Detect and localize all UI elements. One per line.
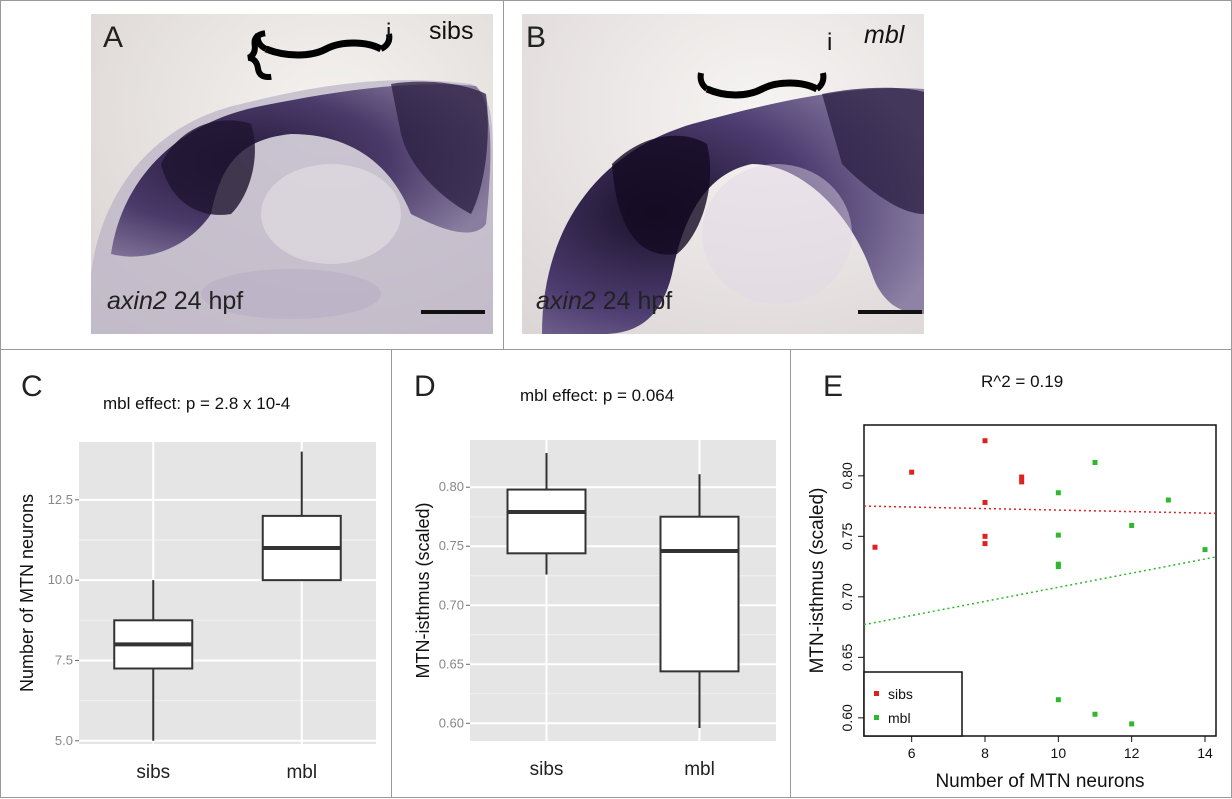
y-tick-label: 10.0	[48, 572, 73, 587]
panel-label-c: C	[21, 370, 43, 403]
scatterplot-e: 6 8 10 12 14 0.60 0.65 0.70 0.75 0.80 sibs mbl Numbe…	[807, 424, 1217, 792]
x-tick-label: 6	[908, 745, 916, 761]
point-mbl	[1202, 547, 1208, 553]
y-tick-label: 0.60	[839, 704, 855, 731]
panel-d: D mbl effect: p = 0.064 0.60 0.65 0.70 0.75…	[391, 349, 791, 798]
x-axis-label: Number of MTN neurons	[935, 771, 1144, 792]
legend-label-mbl: mbl	[888, 710, 911, 726]
embryo-stain-mbl	[522, 14, 924, 334]
x-tick-label: 12	[1124, 745, 1140, 761]
y-tick-label: 5.0	[55, 733, 73, 748]
y-tick-label: 0.75	[839, 522, 855, 549]
y-tick-label: 0.75	[439, 538, 464, 553]
point-sibs	[1019, 479, 1025, 485]
chart-title: mbl effect: p = 0.064	[520, 386, 675, 405]
point-mbl	[1055, 564, 1061, 570]
point-mbl	[1055, 532, 1061, 538]
condition-label-mbl: mbl	[864, 21, 905, 49]
panel-label-e: E	[823, 370, 844, 403]
point-sibs	[982, 541, 988, 547]
y-axis-label: MTN-isthmus (scaled)	[807, 488, 828, 674]
microscopy-image-sibs	[91, 14, 493, 334]
point-sibs	[1019, 474, 1025, 480]
x-tick-label: sibs	[530, 759, 564, 780]
y-axis-label: Number of MTN neurons	[17, 494, 37, 692]
legend-marker-mbl	[874, 715, 879, 720]
region-marker-i: i	[827, 29, 833, 56]
panel-label-a: A	[103, 21, 124, 54]
boxplot-d: 0.60 0.65 0.70 0.75 0.80 sibs mbl MTN-isthmus (…	[413, 440, 776, 780]
point-sibs	[909, 469, 915, 475]
plot-background	[79, 442, 376, 744]
point-mbl	[1092, 460, 1098, 466]
chart-title: R^2 = 0.19	[981, 372, 1064, 391]
x-tick-label: 14	[1197, 745, 1213, 761]
embryo-stain-sibs	[91, 14, 493, 334]
panel-c: C mbl effect: p = 2.8 x 10-4 5.0 7.5 10.0 1…	[0, 349, 392, 798]
box-mbl	[659, 515, 740, 673]
stain-caption-a: axin2 24 hpf	[107, 287, 243, 316]
point-mbl	[1055, 697, 1061, 703]
box-sibs	[506, 488, 587, 555]
gene-name: axin2	[536, 287, 596, 315]
panel-b: B i mbl axin2 24 hpf	[503, 0, 1232, 350]
trendline-sibs	[863, 505, 1217, 515]
y-tick-label: 0.65	[839, 644, 855, 671]
chart-title: mbl effect: p = 2.8 x 10-4	[103, 394, 291, 413]
y-tick-label: 0.80	[839, 462, 855, 489]
legend-label-sibs: sibs	[888, 686, 913, 702]
y-tick-label: 0.60	[439, 715, 464, 730]
point-mbl	[1092, 711, 1098, 717]
stage-label: 24 hpf	[173, 287, 244, 315]
panel-a: A i sibs axin2 24 hpf	[0, 0, 504, 350]
y-tick-label: 0.65	[439, 656, 464, 671]
point-sibs	[982, 533, 988, 539]
y-tick-label: 7.5	[55, 652, 73, 667]
panel-label-b: B	[526, 21, 547, 54]
point-mbl	[1129, 522, 1135, 528]
point-sibs	[982, 499, 988, 505]
point-mbl	[1055, 490, 1061, 496]
stage-label: 24 hpf	[602, 287, 673, 315]
y-tick-label: 0.80	[439, 479, 464, 494]
legend-marker-sibs	[874, 691, 879, 696]
boxplot-c: 5.0 7.5 10.0 12.5 sibs mbl Number of MTN neuro…	[17, 442, 376, 783]
gene-name: axin2	[107, 287, 167, 315]
x-tick-label: 8	[981, 745, 989, 761]
y-tick-label: 0.70	[439, 597, 464, 612]
point-mbl	[1165, 497, 1171, 503]
microscopy-image-mbl	[522, 14, 924, 334]
x-tick-label: 10	[1051, 745, 1067, 761]
x-tick-label: mbl	[286, 762, 317, 783]
panel-e: E R^2 = 0.19 6 8 10 12 14 0.60 0.65 0.70 0.75 0.8…	[790, 349, 1232, 798]
y-tick-label: 12.5	[48, 492, 73, 507]
stain-caption-b: axin2 24 hpf	[536, 287, 672, 316]
y-axis-label: MTN-isthmus (scaled)	[413, 502, 433, 678]
x-tick-label: mbl	[684, 759, 715, 780]
point-sibs	[872, 544, 878, 550]
region-marker-i: i	[386, 19, 392, 46]
legend-box	[863, 671, 963, 737]
condition-label-sibs: sibs	[429, 17, 474, 45]
panel-label-d: D	[414, 370, 436, 403]
y-tick-label: 0.70	[839, 583, 855, 610]
x-tick-label: sibs	[136, 762, 170, 783]
point-mbl	[1129, 721, 1135, 727]
point-sibs	[982, 438, 988, 444]
